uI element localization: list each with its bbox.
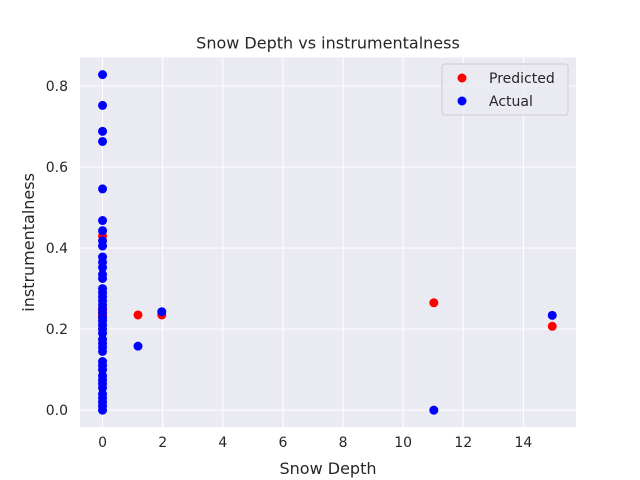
actual-point — [98, 226, 108, 236]
actual-point — [157, 307, 167, 317]
x-tick-label: 0 — [98, 435, 107, 451]
y-axis-label: instrumentalness — [19, 173, 38, 312]
legend-label-predicted: Predicted — [489, 71, 555, 87]
x-tick-label: 10 — [394, 435, 412, 451]
x-tick-label: 8 — [339, 435, 348, 451]
actual-point — [98, 263, 108, 273]
y-tick-label: 0.0 — [46, 403, 68, 419]
y-tick-label: 0.2 — [46, 322, 68, 338]
chart-title: Snow Depth vs instrumentalness — [196, 34, 460, 53]
grid-lines — [80, 57, 576, 428]
actual-point — [98, 216, 108, 226]
actual-point — [98, 346, 108, 356]
actual-point — [547, 310, 557, 320]
actual-point — [98, 405, 108, 415]
actual-point — [98, 70, 108, 80]
actual-point — [98, 273, 108, 283]
actual-point — [133, 341, 143, 351]
actual-point — [98, 100, 108, 110]
actual-point — [98, 184, 108, 194]
predicted-point — [547, 321, 557, 331]
predicted-point — [133, 310, 143, 320]
x-tick-label: 4 — [218, 435, 227, 451]
legend: Predicted Actual — [441, 63, 569, 116]
actual-point — [429, 405, 439, 415]
y-tick-label: 0.6 — [46, 160, 68, 176]
actual-point — [98, 241, 108, 251]
x-axis-label: Snow Depth — [280, 459, 377, 478]
legend-label-actual: Actual — [489, 94, 533, 110]
actual-point — [98, 136, 108, 146]
predicted-point — [429, 298, 439, 308]
data-points — [98, 70, 557, 415]
y-tick-label: 0.8 — [46, 79, 68, 95]
x-tick-label: 12 — [454, 435, 472, 451]
tick-labels: 0 2 4 6 8 10 12 14 0.0 0.2 0.4 0.6 0.8 — [46, 79, 533, 451]
x-tick-label: 2 — [158, 435, 167, 451]
legend-box — [441, 63, 569, 116]
legend-marker-actual — [457, 96, 467, 106]
x-tick-label: 6 — [278, 435, 287, 451]
legend-marker-predicted — [457, 73, 467, 83]
actual-point — [98, 126, 108, 136]
x-tick-label: 14 — [514, 435, 532, 451]
y-tick-label: 0.4 — [46, 241, 68, 257]
